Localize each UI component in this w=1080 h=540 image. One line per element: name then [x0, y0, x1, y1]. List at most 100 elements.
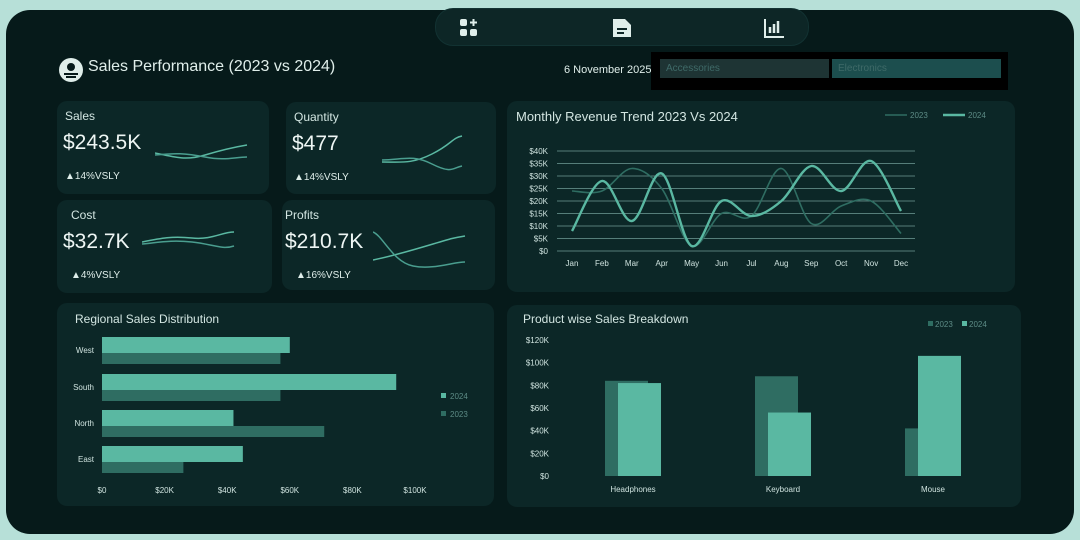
product-sales-panel: Product wise Sales Breakdown $0 $20K $40K $… [507, 305, 1021, 507]
kpi-label: Profits [285, 208, 320, 222]
y-tick-label: $60K [530, 404, 549, 413]
bar-2024-headphones [618, 383, 661, 476]
kpi-value: $32.7K [63, 230, 130, 253]
kpi-card-profits: Profits $210.7K ▲16%VSLY [282, 200, 495, 290]
y-tick-label: $120K [526, 336, 550, 345]
x-tick-label: Aug [774, 259, 788, 268]
legend-swatch [928, 321, 933, 326]
kpi-delta: ▲14%VSLY [294, 172, 349, 183]
top-nav-bar [435, 8, 809, 46]
x-tick-label: $0 [98, 486, 107, 495]
bar-2024-north [102, 410, 234, 426]
kpi-card-cost: Cost $32.7K ▲4%VSLY [57, 200, 272, 293]
legend-label: 2024 [968, 111, 986, 120]
category-label: North [74, 419, 94, 428]
y-tick-label: $40K [530, 427, 549, 436]
logo-icon [59, 58, 83, 82]
legend-label: 2024 [969, 320, 987, 329]
bar-2024-south [102, 374, 397, 390]
category-label: Keyboard [766, 485, 800, 494]
kpi-delta: ▲16%VSLY [296, 270, 351, 281]
x-tick-label: Oct [835, 259, 848, 268]
legend-label: 2024 [450, 392, 468, 401]
revenue-trend-panel: Monthly Revenue Trend 2023 Vs 2024 $0 $5K… [507, 101, 1015, 292]
x-tick-label: Feb [595, 259, 609, 268]
kpi-value: $210.7K [285, 230, 364, 253]
bar-2024-keyboard [768, 412, 811, 476]
x-tick-label: Nov [864, 259, 878, 268]
sparkline [382, 135, 463, 171]
bar-2024-mouse [918, 355, 961, 476]
kpi-label: Cost [71, 208, 96, 222]
page-title: Sales Performance (2023 vs 2024) [88, 58, 336, 75]
x-tick-label: $20K [155, 486, 174, 495]
x-tick-label: $100K [403, 486, 427, 495]
sparkline [373, 231, 466, 268]
kpi-label: Sales [65, 109, 96, 123]
kpi-value: $243.5K [63, 131, 142, 154]
slicer-accessories[interactable]: Accessories [660, 59, 829, 78]
series-line-2024 [570, 159, 903, 248]
legend-swatch [962, 321, 967, 326]
y-tick-label: $20K [529, 197, 548, 206]
chart-title: Product wise Sales Breakdown [523, 312, 689, 326]
x-tick-label: Jun [715, 259, 728, 268]
chart-title: Regional Sales Distribution [75, 312, 220, 326]
kpi-label: Quantity [294, 110, 339, 124]
y-tick-label: $40K [529, 147, 548, 156]
sparkline [142, 231, 235, 249]
y-tick-label: $80K [530, 381, 549, 390]
x-tick-label: $60K [280, 486, 299, 495]
y-tick-label: $25K [529, 185, 548, 194]
bar-2023-north [102, 426, 325, 437]
kpi-value: $477 [292, 132, 339, 155]
document-icon[interactable] [610, 17, 634, 39]
x-tick-label: Apr [656, 259, 669, 268]
x-tick-label: Jan [566, 259, 579, 268]
legend-swatch [441, 411, 446, 416]
y-tick-label: $0 [539, 247, 548, 256]
bar-2023-south [102, 390, 281, 401]
product-sales-chart: $0 $20K $40K $60K $80K $100K $120K Headphones Ke… [526, 320, 987, 494]
grid-plus-icon[interactable] [458, 17, 482, 39]
y-tick-label: $15K [529, 210, 548, 219]
legend-swatch [441, 393, 446, 398]
series-line-2023 [571, 167, 902, 247]
regional-sales-chart: West South North East $0 $20K $40K $60K $80K $100… [73, 337, 468, 495]
category-label: Headphones [610, 485, 655, 494]
kpi-delta: ▲4%VSLY [71, 270, 121, 281]
bar-2023-west [102, 353, 281, 364]
slicer-electronics[interactable]: Electronics [832, 59, 1001, 78]
legend-label: 2023 [910, 111, 928, 120]
bar-chart-icon[interactable] [762, 17, 786, 39]
x-tick-label: $40K [218, 486, 237, 495]
sparkline [155, 144, 248, 160]
x-tick-label: $80K [343, 486, 362, 495]
report-date: 6 November 2025 [564, 64, 652, 76]
y-tick-label: $5K [534, 235, 549, 244]
legend-label: 2023 [935, 320, 953, 329]
x-tick-label: Sep [804, 259, 819, 268]
y-tick-label: $0 [540, 472, 549, 481]
bar-2023-east [102, 462, 184, 473]
kpi-card-quantity: Quantity $477 ▲14%VSLY [286, 102, 496, 194]
bar-2024-west [102, 337, 290, 353]
y-tick-label: $20K [530, 449, 549, 458]
legend-label: 2023 [450, 410, 468, 419]
category-label: West [76, 346, 95, 355]
x-tick-label: Mar [625, 259, 639, 268]
chart-title: Monthly Revenue Trend 2023 Vs 2024 [516, 109, 738, 124]
x-tick-label: May [684, 259, 699, 268]
bar-2024-east [102, 446, 243, 462]
x-tick-label: Dec [894, 259, 908, 268]
x-tick-label: Jul [746, 259, 756, 268]
y-tick-label: $100K [526, 359, 550, 368]
revenue-trend-chart: $0 $5K $10K $15K $20K $25K $30K $35K $40K Jan Feb M… [529, 111, 986, 268]
kpi-delta: ▲14%VSLY [65, 171, 120, 182]
y-tick-label: $35K [529, 160, 548, 169]
regional-sales-panel: Regional Sales Distribution West South Nor… [57, 303, 494, 506]
y-tick-label: $10K [529, 222, 548, 231]
category-label: Mouse [921, 485, 946, 494]
category-label: South [73, 383, 94, 392]
category-label: East [78, 455, 95, 464]
